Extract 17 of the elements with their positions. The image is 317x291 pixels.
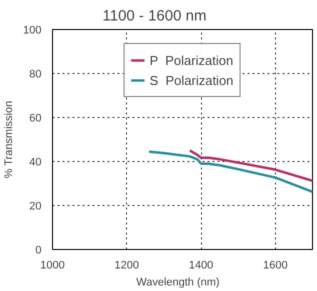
line-series — [188, 149, 312, 182]
x-tick-label: 1400 — [188, 260, 214, 272]
y-tick-label: 40 — [29, 156, 42, 168]
x-tick-label: 1200 — [114, 260, 140, 272]
legend-label: P Polarization — [150, 52, 234, 68]
x-tick-label: 1000 — [40, 260, 65, 272]
y-tick-label: 60 — [29, 112, 42, 124]
y-axis-title: % Transmission — [3, 100, 16, 178]
legend-label: S Polarization — [150, 72, 234, 88]
x-tick-label: 1600 — [263, 260, 288, 272]
chart-title: 1100 - 1600 nm — [102, 8, 206, 24]
y-tick-label: 80 — [29, 68, 42, 80]
y-tick-label: 100 — [23, 24, 42, 36]
y-tick-label: 20 — [29, 200, 42, 212]
line-series — [148, 150, 312, 194]
y-tick-label: 0 — [35, 244, 42, 256]
x-axis-title: Wavelength (nm) — [136, 276, 220, 288]
